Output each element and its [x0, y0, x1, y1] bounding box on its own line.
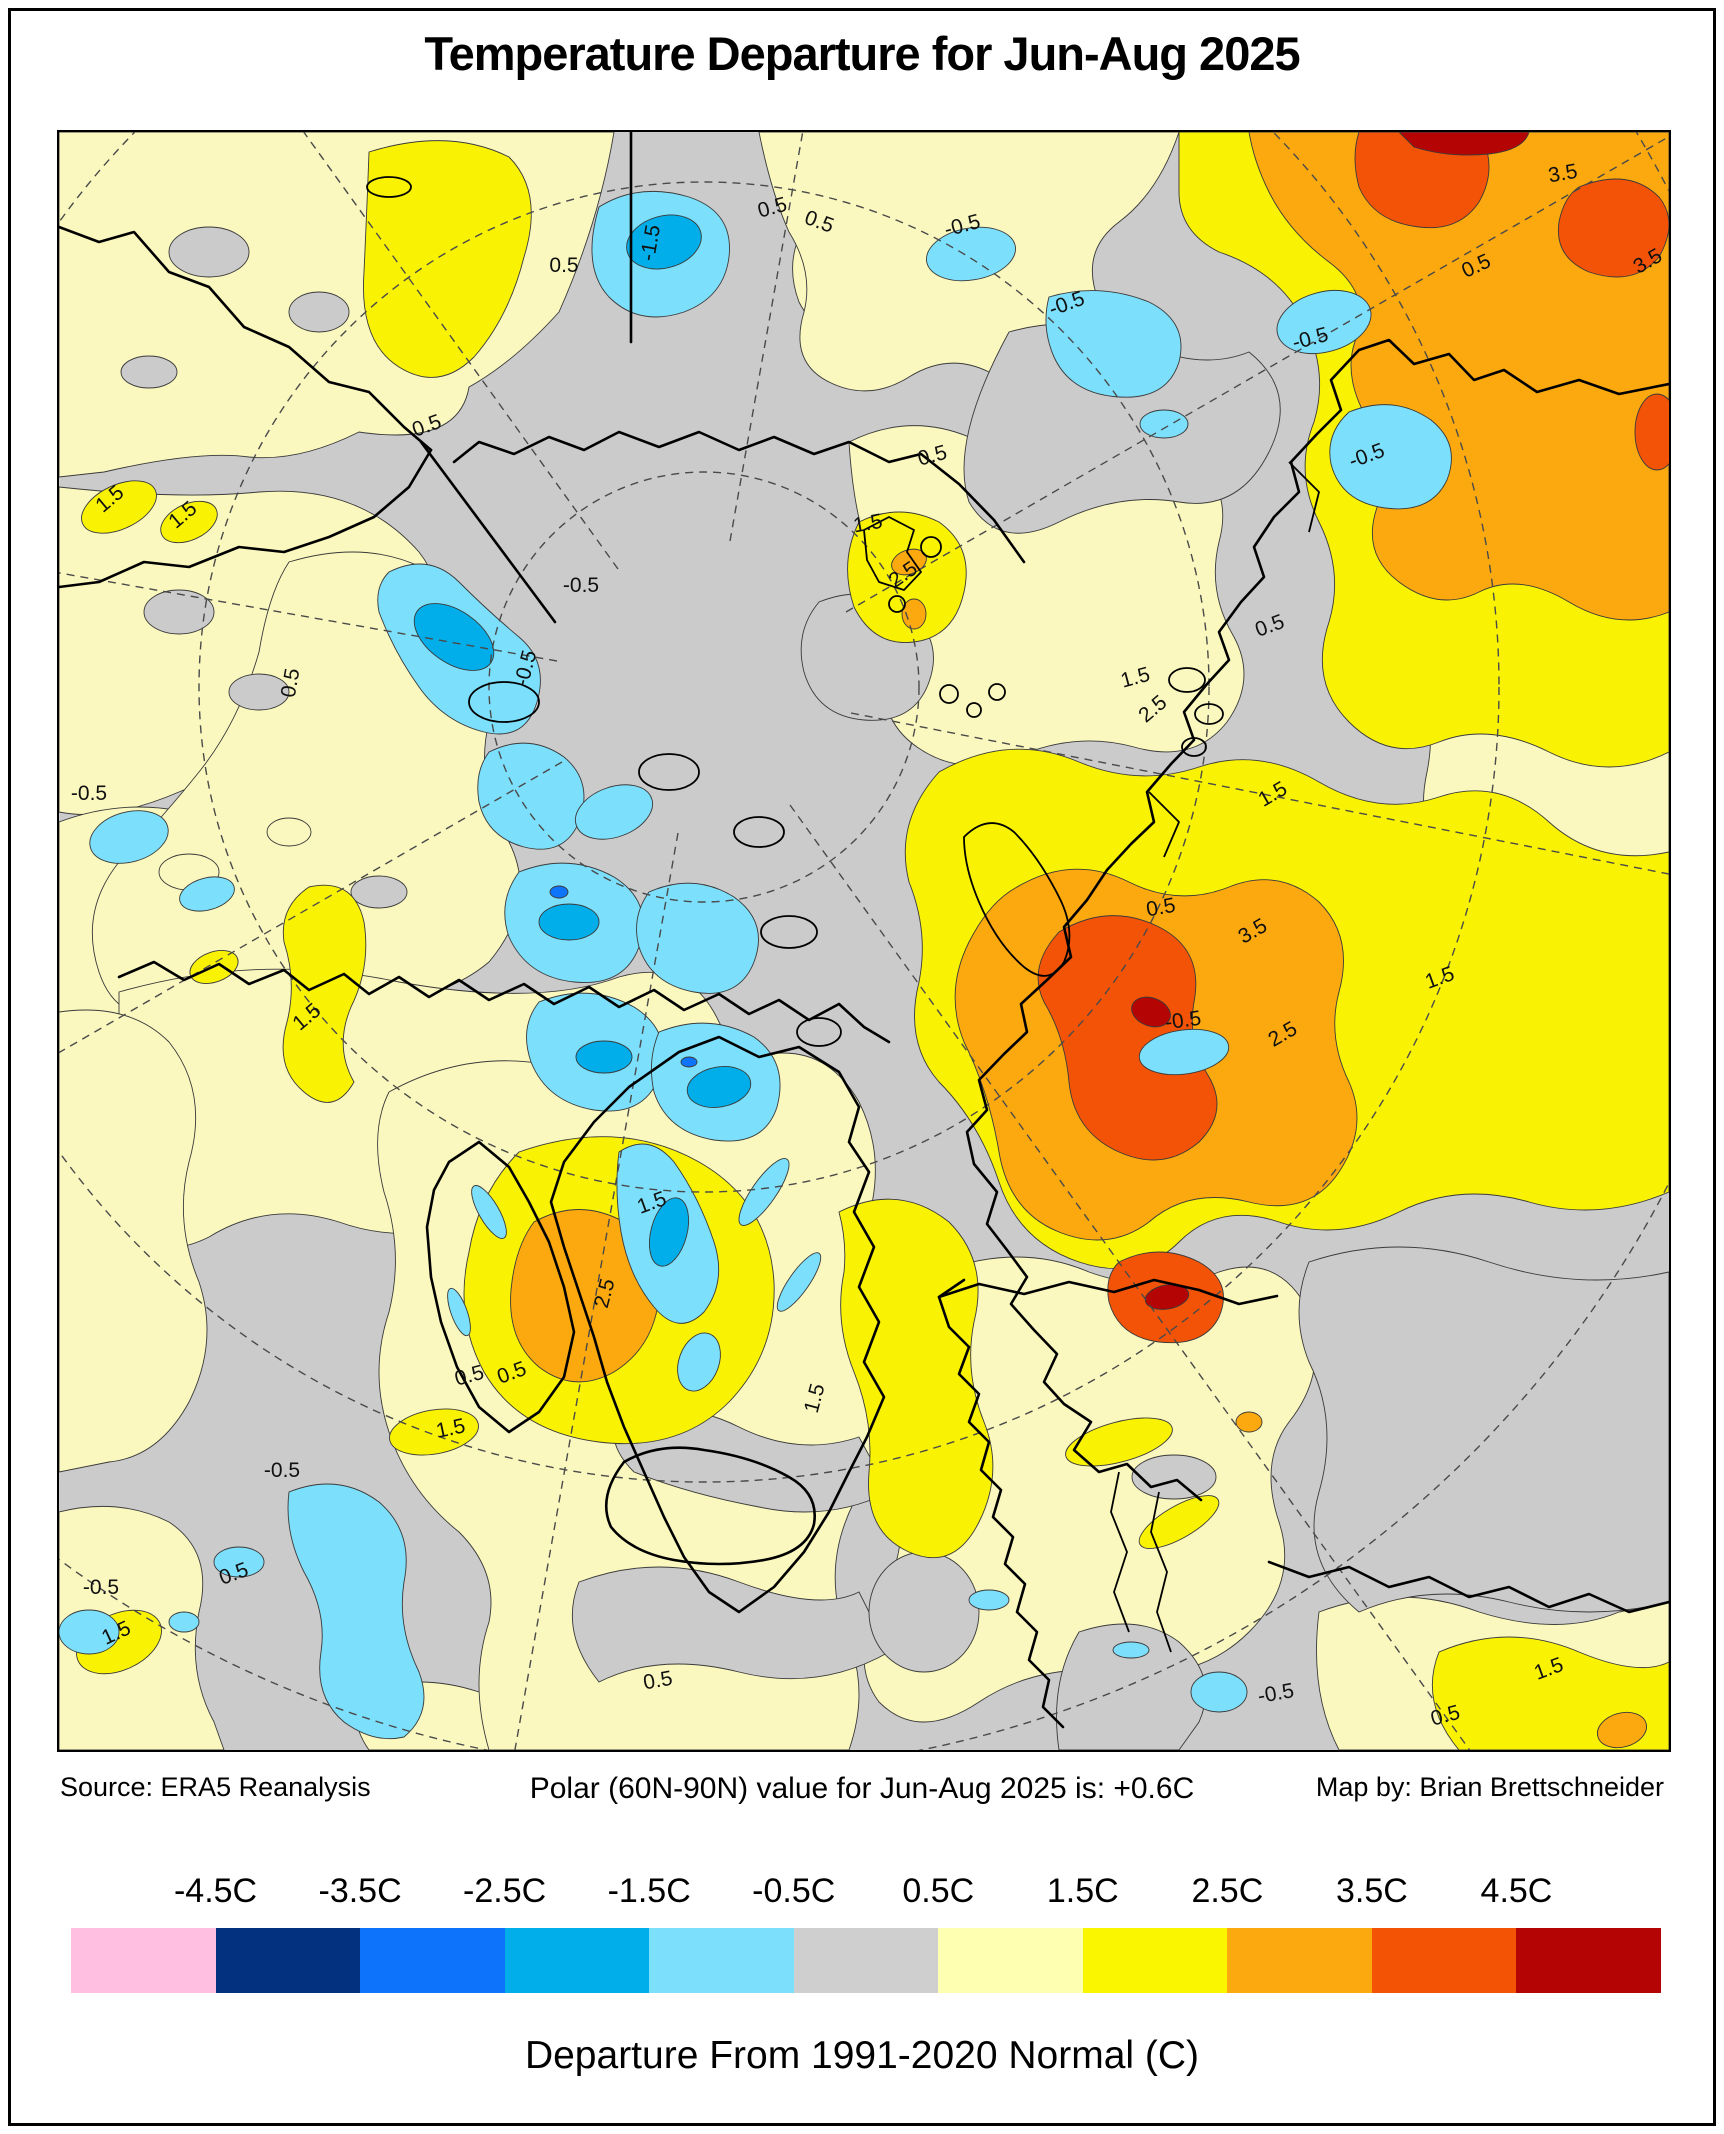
- contour-label: -0.5: [264, 1459, 300, 1482]
- credit-text: Map by: Brian Brettschneider: [1315, 1772, 1664, 1802]
- graticule: [59, 132, 1669, 1750]
- orange-red-regions: [1037, 132, 1669, 1344]
- dark-red-regions: [1131, 132, 1530, 1310]
- legend-color-1: [215, 1928, 361, 1993]
- source-text: Source: ERA5 Reanalysis: [60, 1772, 371, 1802]
- legend-tick-label: -3.5C: [318, 1872, 402, 1910]
- legend-caption: Departure From 1991-2020 Normal (C): [524, 2034, 1200, 2077]
- legend-tick-label: 4.5C: [1480, 1872, 1553, 1910]
- legend-color-4: [649, 1928, 794, 1993]
- legend-color-10: [1516, 1928, 1662, 1993]
- coastlines: [59, 132, 1669, 1729]
- legend-color-5: [793, 1928, 939, 1993]
- legend-color-7: [1082, 1928, 1228, 1993]
- contour-label: 0.5: [549, 254, 578, 277]
- contour-label: -0.5: [563, 574, 599, 597]
- contour-label: -0.5: [1164, 1007, 1203, 1035]
- legend-color-3: [504, 1928, 650, 1993]
- legend-color-8: [1227, 1928, 1372, 1993]
- arctic-map: 0.5 -1.5 0.5 0.5 -0.5 -0.5 -0.5 -0.5 0.5 3.5 3.5 1.…: [57, 130, 1671, 1752]
- legend-color-0: [71, 1928, 216, 1993]
- contour-label: 3.5: [1546, 160, 1579, 188]
- legend-tick-label: 2.5C: [1191, 1872, 1264, 1910]
- page-border: [8, 8, 1716, 2126]
- contour-label: -0.5: [71, 782, 107, 805]
- legend-color-9: [1371, 1928, 1517, 1993]
- legend-color-2: [360, 1928, 505, 1993]
- legend-color-6: [938, 1928, 1083, 1993]
- contour-label: 0.5: [641, 1667, 674, 1695]
- cold-blue-regions: [59, 190, 1452, 1740]
- page-title: Temperature Departure for Jun-Aug 2025: [424, 27, 1300, 80]
- legend-ticks: -4.5C -3.5C -2.5C -1.5C -0.5C 0.5C 1.5C 2.5C 3.5…: [71, 1872, 1661, 1914]
- legend-tick-label: -0.5C: [752, 1872, 836, 1910]
- contour-label: 0.5: [277, 666, 305, 699]
- contour-label: -0.5: [83, 1576, 119, 1599]
- legend-tick-label: -2.5C: [463, 1872, 547, 1910]
- gray-overlay-regions: [120, 226, 1669, 1750]
- legend-bar: [71, 1928, 1662, 1993]
- legend-tick-label: 1.5C: [1046, 1872, 1119, 1910]
- polar-value-text: Polar (60N-90N) value for Jun-Aug 2025 i…: [529, 1772, 1195, 1805]
- legend-tick-label: 0.5C: [902, 1872, 975, 1910]
- legend-tick-label: -1.5C: [607, 1872, 691, 1910]
- contour-label: 0.5: [1144, 894, 1177, 922]
- legend-tick-label: 3.5C: [1335, 1872, 1408, 1910]
- temperature-anomaly-map: 0.5-1.50.5 0.5 -0.5-0.5-0.5-0.50.53.53.51.…: [59, 132, 1669, 1750]
- contour-label: 1.5: [851, 510, 884, 538]
- legend-tick-label: -4.5C: [173, 1872, 258, 1910]
